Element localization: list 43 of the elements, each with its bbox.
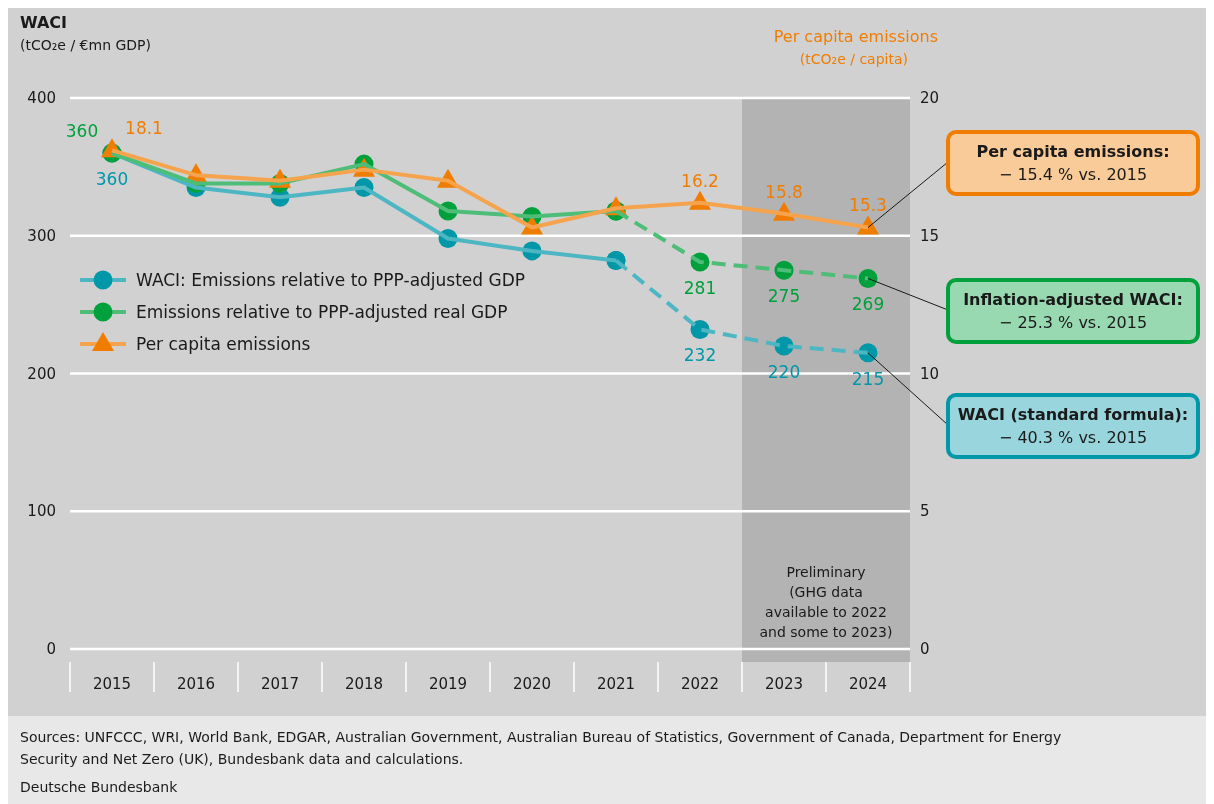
- x-tick-label: 2022: [680, 675, 720, 693]
- y-tick-label: 200: [27, 364, 56, 383]
- legend-label: WACI: Emissions relative to PPP-adjusted GDP: [136, 270, 526, 290]
- data-label: 360: [65, 121, 99, 142]
- data-label: 16.2: [681, 170, 719, 191]
- data-label: 232: [683, 345, 717, 366]
- x-tick-label: 2016: [176, 675, 216, 693]
- source-note: Sources: UNFCCC, WRI, World Bank, EDGAR, Australian Government, Australian Bureau of Statistics, Government of Canada, Department for Energy Security and Net Zero (UK), Bundesbank data and calculations.: [20, 729, 1062, 767]
- x-tick-label: 2017: [260, 675, 300, 693]
- data-label: 15.3: [849, 195, 887, 216]
- y2-tick-label: 0: [920, 640, 930, 658]
- annotation: WACI (standard formula): − 40.3 % vs. 2015: [957, 405, 1189, 447]
- data-label: 275: [767, 286, 801, 307]
- data-label: 18.1: [125, 118, 163, 139]
- y-tick-label: 300: [27, 226, 56, 245]
- x-tick-label: 2023: [764, 675, 804, 693]
- x-tick-label: 2024: [848, 675, 888, 693]
- x-tick-label: 2019: [428, 675, 468, 693]
- data-label: 215: [851, 368, 885, 389]
- y2-axis-title: Per capita emissions (tCO₂e / capita): [773, 27, 938, 67]
- legend-label: Emissions relative to PPP-adjusted real GDP: [136, 302, 508, 322]
- y2-tick-label: 10: [920, 364, 940, 383]
- x-tick-label: 2018: [344, 675, 384, 693]
- text: Deutsche Bundesbank: [20, 779, 179, 795]
- legend-label: Per capita emissions: [136, 334, 311, 354]
- y2-tick-label: 15: [920, 226, 940, 245]
- band-label: Preliminary (GHG data available to 2022 and some to 2023): [759, 564, 893, 640]
- data-label: 281: [683, 277, 717, 298]
- x-tick-label: 2021: [596, 675, 636, 693]
- data-label: 15.8: [765, 181, 803, 202]
- y-tick-label: 0: [46, 640, 56, 658]
- data-label: 360: [95, 169, 129, 190]
- y-tick-label: 400: [27, 89, 56, 107]
- x-tick-label: 2015: [92, 675, 132, 693]
- data-label: 269: [851, 294, 885, 315]
- data-label: 220: [767, 361, 801, 382]
- y-axis-title: WACI (tCO₂e / €mn GDP): [20, 13, 151, 53]
- x-tick-label: 2020: [512, 675, 552, 693]
- annotation: Inflation-adjusted WACI: − 25.3 % vs. 2015: [963, 290, 1183, 332]
- y2-tick-label: 5: [920, 502, 930, 521]
- text: Per capita emissions: − 15.4 % vs. 2015: [976, 142, 1170, 184]
- y2-tick-label: 20: [920, 89, 940, 107]
- y-tick-label: 100: [27, 502, 56, 521]
